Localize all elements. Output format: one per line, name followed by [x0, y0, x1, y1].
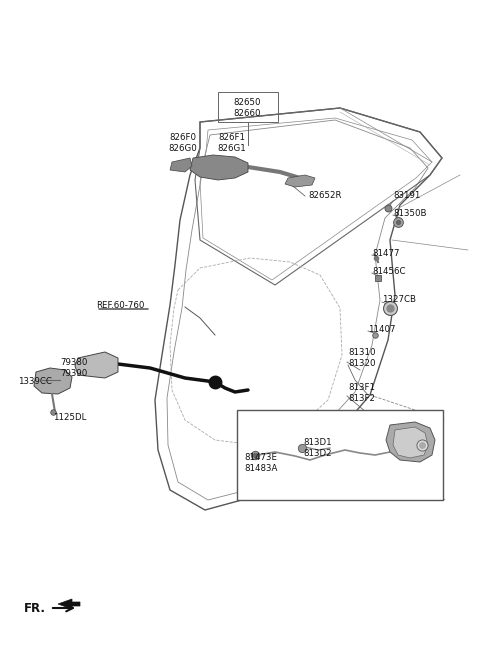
- Text: 1339CC: 1339CC: [18, 378, 52, 386]
- Text: 82650
82660: 82650 82660: [233, 99, 261, 118]
- Text: 81473E
81483A: 81473E 81483A: [244, 453, 277, 472]
- Polygon shape: [34, 368, 72, 394]
- Text: 81456C: 81456C: [372, 267, 406, 277]
- Text: 1125DL: 1125DL: [53, 413, 86, 422]
- Text: 813F1
813F2: 813F1 813F2: [348, 383, 375, 403]
- Polygon shape: [285, 175, 315, 187]
- Bar: [218, 92, 278, 122]
- Polygon shape: [170, 158, 192, 172]
- Text: 11407: 11407: [368, 325, 396, 334]
- Polygon shape: [58, 599, 80, 609]
- Text: 81350B: 81350B: [393, 208, 427, 217]
- Text: 813D1
813D2: 813D1 813D2: [303, 438, 332, 458]
- Text: 826F0
826G0: 826F0 826G0: [168, 133, 197, 152]
- Polygon shape: [190, 155, 248, 180]
- Text: 81477: 81477: [372, 248, 399, 258]
- Text: FR.: FR.: [24, 602, 46, 614]
- Text: 81310
81320: 81310 81320: [348, 348, 375, 368]
- Text: 82652R: 82652R: [308, 191, 341, 200]
- Text: 79380
79390: 79380 79390: [60, 358, 87, 378]
- Polygon shape: [386, 422, 435, 462]
- Polygon shape: [393, 427, 428, 458]
- Text: 1327CB: 1327CB: [382, 296, 416, 304]
- Text: REF.60-760: REF.60-760: [96, 300, 144, 309]
- Text: 826F1
826G1: 826F1 826G1: [217, 133, 246, 152]
- Polygon shape: [75, 352, 118, 378]
- Bar: [237, 410, 443, 500]
- Text: 83191: 83191: [393, 191, 420, 200]
